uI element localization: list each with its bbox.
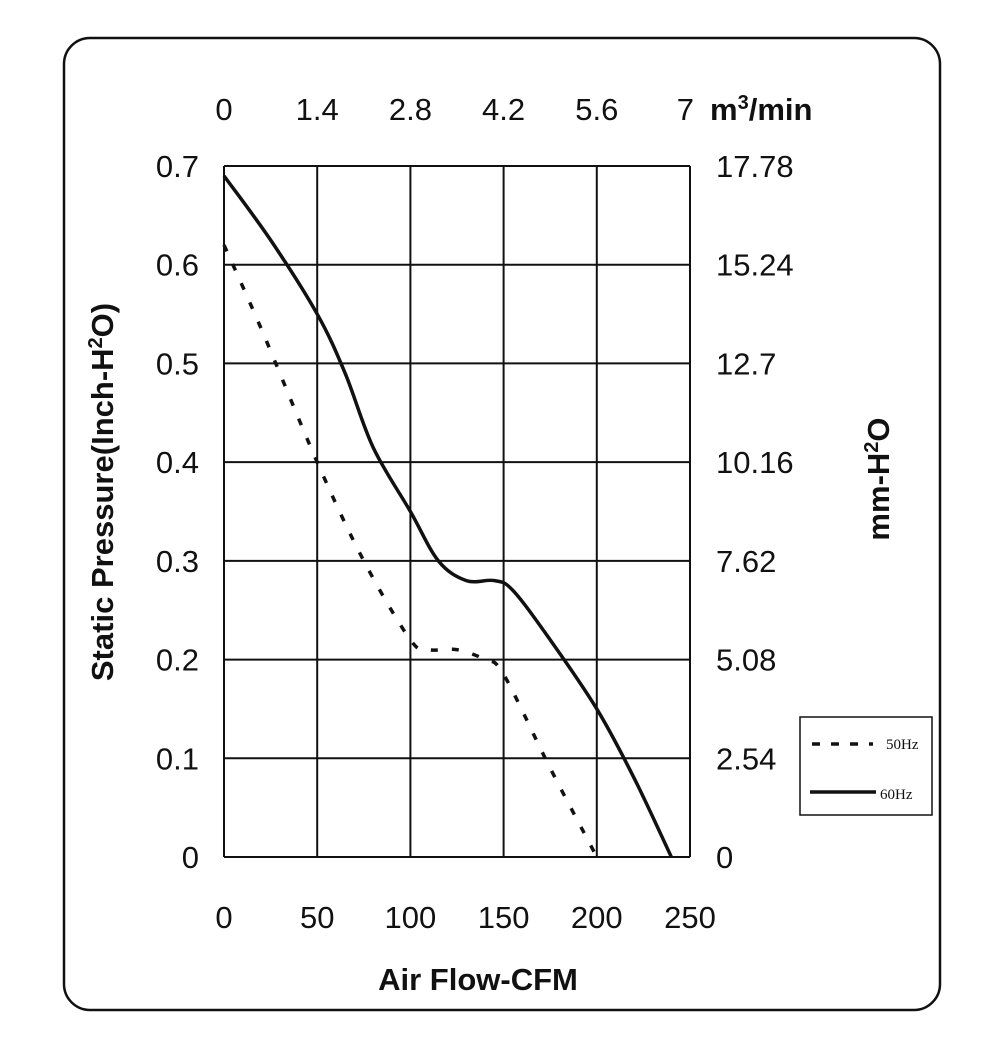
y-tick-label: 0.6	[156, 248, 199, 283]
x-tick-label: 200	[571, 900, 623, 935]
chart-frame	[62, 36, 942, 1012]
y2-axis-title: mm-H2O	[861, 417, 896, 540]
x-tick-label: 150	[478, 900, 530, 935]
y2-tick-label: 10.16	[716, 445, 794, 480]
legend: 50Hz 60Hz	[799, 716, 933, 816]
y-axis-title: Static Pressure(Inch-H2O)	[85, 303, 120, 681]
y-tick-label: 0	[182, 840, 199, 875]
y2-tick-label: 5.08	[716, 643, 776, 678]
x-tick-label: 100	[385, 900, 437, 935]
legend-box	[799, 716, 933, 816]
x2-tick-label: 2.8	[389, 92, 432, 127]
legend-label-50hz: 50Hz	[886, 737, 919, 753]
x-tick-label: 0	[215, 900, 232, 935]
grid	[223, 165, 691, 858]
legend-label-60hz: 60Hz	[880, 787, 913, 803]
top-axis-unit: m3/min	[710, 92, 812, 127]
y-tick-label: 0.5	[156, 346, 199, 381]
y-tick-label: 0.3	[156, 544, 199, 579]
y-tick-label: 0.1	[156, 741, 199, 776]
y2-tick-label: 0	[716, 840, 733, 875]
x2-tick-label: 7	[677, 92, 694, 127]
x2-tick-label: 5.6	[575, 92, 618, 127]
y2-tick-label: 17.78	[716, 149, 794, 184]
series-line-50hz	[222, 244, 599, 858]
x2-tick-label: 1.4	[296, 92, 339, 127]
y2-tick-label: 2.54	[716, 741, 776, 776]
x-axis-title: Air Flow-CFM	[378, 962, 578, 997]
y-tick-label: 0.4	[156, 445, 199, 480]
y-tick-label: 0.2	[156, 643, 199, 678]
series-line-60hz	[222, 174, 673, 858]
y2-tick-label: 12.7	[716, 346, 776, 381]
y2-tick-label: 7.62	[716, 544, 776, 579]
x2-tick-label: 0	[215, 92, 232, 127]
x-tick-label: 250	[664, 900, 716, 935]
y2-tick-label: 15.24	[716, 248, 794, 283]
x2-tick-label: 4.2	[482, 92, 525, 127]
x-tick-label: 50	[300, 900, 334, 935]
tick-layer: 0 50 100 150 200 25000.10.20.30.40.50.60.702.…	[156, 92, 794, 935]
series-layer	[222, 174, 673, 858]
y-tick-label: 0.7	[156, 149, 199, 184]
